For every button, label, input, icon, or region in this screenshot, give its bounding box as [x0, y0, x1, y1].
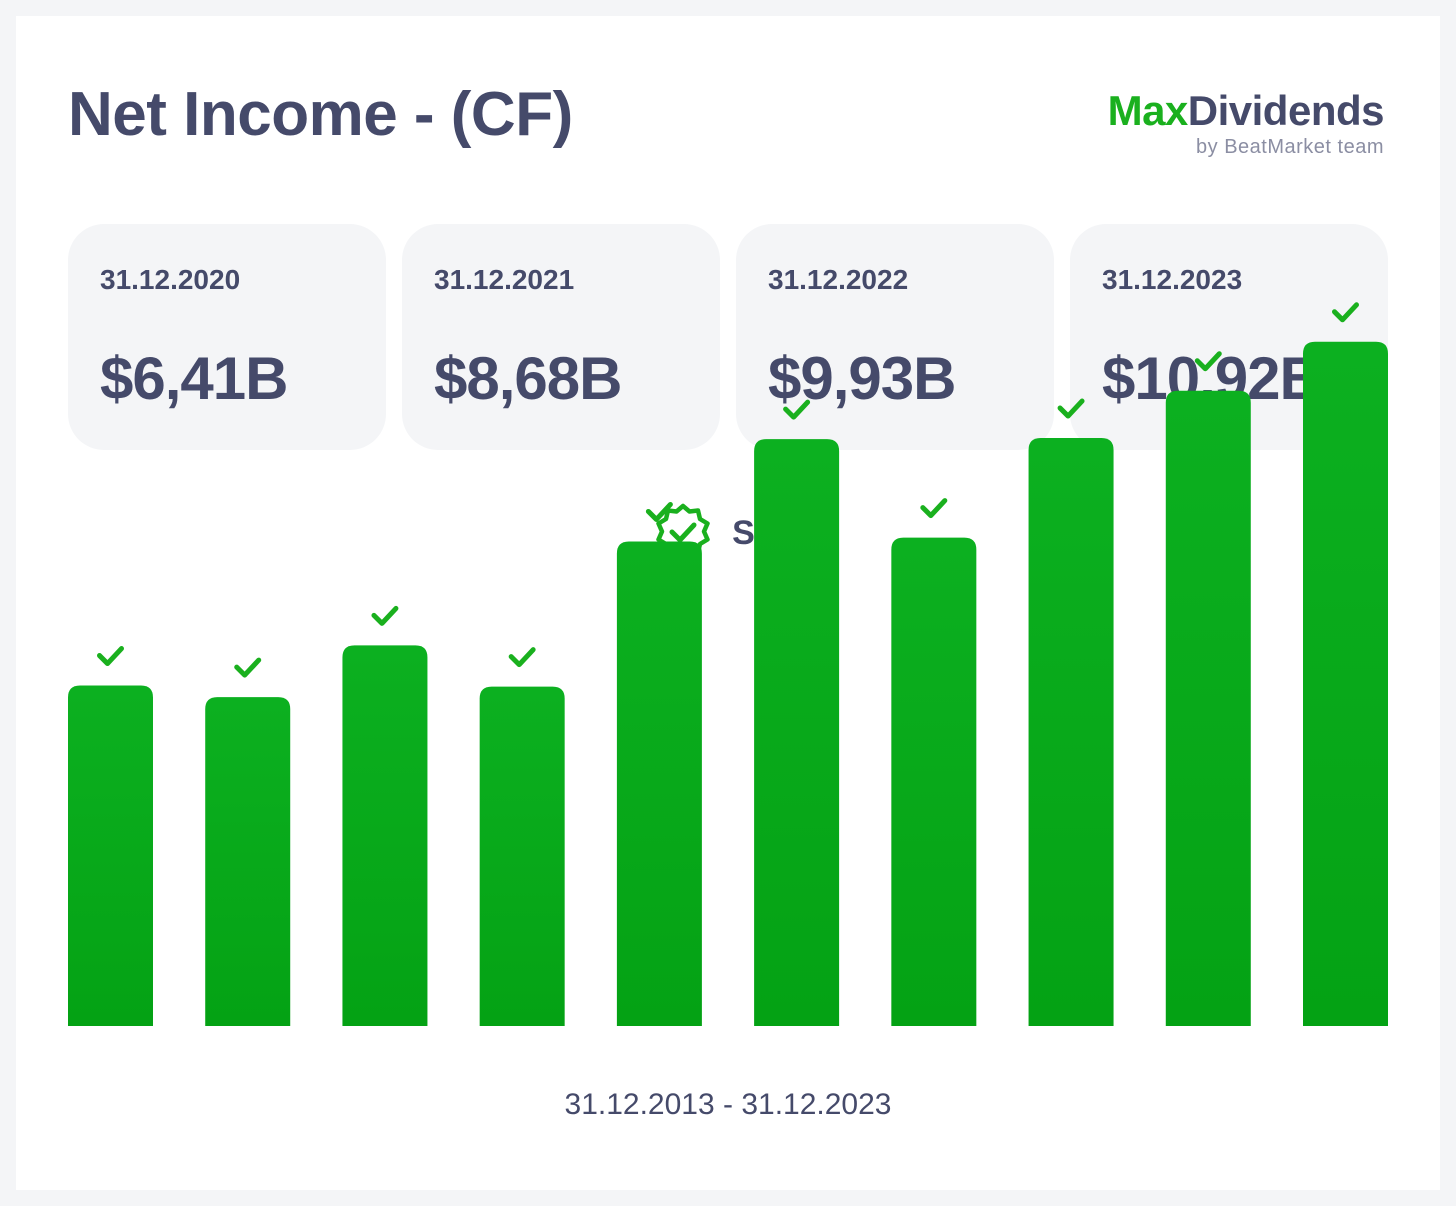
kpi-value: $9,93B — [768, 345, 956, 412]
bar-31.12.2018 — [616, 541, 702, 1026]
bars-group — [68, 302, 1388, 1026]
net-income-bar-chart — [68, 302, 1388, 1026]
kpi-date: 31.12.2023 — [1102, 264, 1243, 295]
bar-31.12.2014 — [68, 685, 153, 1026]
check-icon — [920, 498, 948, 519]
bar-31.12.2019 — [754, 439, 840, 1026]
brand-name: MaxDividends — [1107, 87, 1385, 134]
kpi-date: 31.12.2022 — [768, 264, 909, 295]
kpi-date: 31.12.2021 — [434, 264, 575, 295]
kpi-card-2021: 31.12.2021 $8,68B — [402, 224, 720, 450]
check-icon — [234, 657, 262, 678]
brand-subtitle: by BeatMarket team — [1196, 136, 1384, 158]
bar-31.12.2021 — [1028, 438, 1114, 1026]
brand-logo: MaxDividends by BeatMarket team — [1107, 87, 1385, 159]
kpi-value: $8,68B — [434, 345, 622, 412]
check-icon — [371, 605, 399, 626]
page-title: Net Income - (CF) — [68, 80, 573, 149]
kpi-date: 31.12.2020 — [100, 264, 241, 295]
bar-31.12.2020 — [891, 537, 977, 1026]
brand-name-rest: Dividends — [1187, 87, 1385, 134]
kpi-card-2020: 31.12.2020 $6,41B — [68, 224, 386, 450]
kpi-value: $6,41B — [100, 345, 288, 412]
bar-31.12.2015 — [205, 697, 291, 1026]
check-icon — [97, 646, 124, 667]
bar-31.12.2022 — [1165, 390, 1251, 1026]
brand-name-max: Max — [1107, 87, 1189, 134]
bar-31.12.2016 — [342, 645, 428, 1026]
check-icon — [783, 399, 811, 420]
bar-31.12.2023 — [1303, 341, 1388, 1026]
check-icon — [1194, 351, 1222, 372]
kpi-row: 31.12.2020 $6,41B 31.12.2021 $8,68B 31.1… — [68, 224, 1388, 450]
check-icon — [645, 501, 673, 522]
check-icon — [1332, 302, 1359, 323]
date-range-label: 31.12.2013 - 31.12.2023 — [564, 1088, 892, 1121]
check-icon — [508, 647, 536, 668]
bar-31.12.2017 — [479, 686, 565, 1026]
check-icon — [1057, 398, 1085, 419]
net-income-card: Net Income - (CF) MaxDividends by BeatMa… — [16, 16, 1440, 1190]
